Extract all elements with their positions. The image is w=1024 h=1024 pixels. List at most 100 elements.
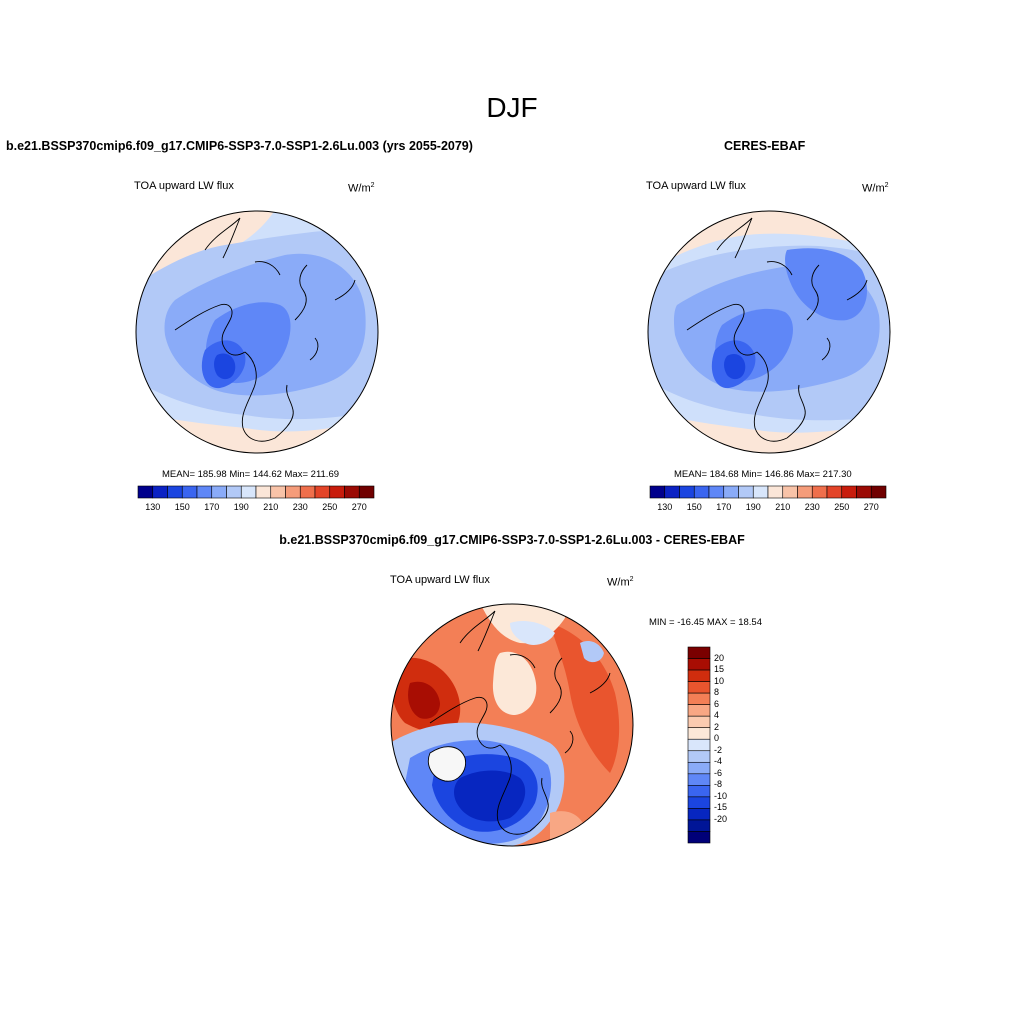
diff-colorbar-box xyxy=(687,738,711,752)
model-colorbar-box xyxy=(181,485,198,499)
obs-colorbar-tick-label: 150 xyxy=(686,502,702,512)
diff-stats: MIN = -16.45 MAX = 18.54 xyxy=(649,617,763,628)
diff-units-label: W/m2 xyxy=(607,576,634,589)
diff-colorbar-tick-label: -15 xyxy=(714,802,728,813)
diff-colorbar-box xyxy=(687,681,711,694)
diff-colorbar-ticks: 20 15 10 8 6 4 2 0 -2 -4 -6 -8 -10 -15 -20 xyxy=(714,647,754,843)
obs-colorbar-tick-label: 170 xyxy=(716,502,732,512)
model-colorbar-tick-label: 150 xyxy=(174,502,190,512)
obs-variable-label: TOA upward LW flux xyxy=(646,180,746,192)
diff-colorbar-box xyxy=(687,785,711,798)
diff-colorbar-box xyxy=(687,773,711,786)
model-panel-title: b.e21.BSSP370cmip6.f09_g17.CMIP6-SSP3-7.… xyxy=(6,139,473,153)
diff-colorbar-tick-label: 4 xyxy=(714,710,720,721)
obs-colorbar-tick-label: 250 xyxy=(834,502,850,512)
obs-colorbar-tick-label: 230 xyxy=(804,502,820,512)
model-colorbar-box xyxy=(196,485,213,499)
obs-colorbar-box xyxy=(708,485,725,499)
diff-colorbar-tick-label: 2 xyxy=(714,721,720,732)
diff-colorbar-box xyxy=(687,727,711,740)
obs-colorbar-box xyxy=(664,485,680,499)
model-colorbar-box xyxy=(344,485,360,499)
diff-colorbar-tick-label: 20 xyxy=(714,652,725,663)
diff-colorbar-box xyxy=(687,808,711,821)
diff-variable-label: TOA upward LW flux xyxy=(390,574,490,586)
obs-colorbar-box xyxy=(841,485,857,499)
diff-colorbar-box xyxy=(687,819,711,832)
diff-colorbar-box xyxy=(687,692,711,705)
diff-colorbar-box xyxy=(687,831,711,844)
model-colorbar-box xyxy=(299,485,316,499)
model-variable-label: TOA upward LW flux xyxy=(134,180,234,192)
figure-title: DJF xyxy=(486,92,538,123)
model-colorbar-tick-label: 190 xyxy=(233,502,249,512)
model-colorbar-box xyxy=(226,485,242,499)
obs-colorbar-box xyxy=(752,485,769,499)
obs-colorbar-box xyxy=(826,485,843,499)
diff-colorbar-tick-label: -10 xyxy=(714,790,728,801)
model-units-label: W/m2 xyxy=(348,182,375,195)
model-colorbar-box xyxy=(137,485,154,499)
diff-colorbar-tick-label: -4 xyxy=(714,756,723,767)
diff-colorbar xyxy=(687,646,711,844)
model-colorbar-box xyxy=(358,485,375,499)
model-colorbar-box xyxy=(285,485,301,499)
diff-panel-title: b.e21.BSSP370cmip6.f09_g17.CMIP6-SSP3-7.… xyxy=(279,533,745,547)
diff-colorbar-box xyxy=(687,715,711,729)
obs-colorbar-box xyxy=(693,485,710,499)
model-colorbar-tick-label: 230 xyxy=(292,502,308,512)
model-colorbar-tick-label: 130 xyxy=(145,502,161,512)
model-colorbar-box xyxy=(152,485,168,499)
diff-colorbar-tick-label: 15 xyxy=(714,664,725,675)
obs-colorbar-box xyxy=(870,485,887,499)
model-colorbar-box xyxy=(255,485,272,499)
diff-colorbar-tick-label: 10 xyxy=(714,675,725,686)
obs-stats: MEAN= 184.68 Min= 146.86 Max= 217.30 xyxy=(674,469,852,480)
obs-colorbar-tick-label: 190 xyxy=(745,502,761,512)
obs-panel-title: CERES-EBAF xyxy=(724,139,806,153)
model-colorbar xyxy=(137,485,375,499)
diff-colorbar-box xyxy=(687,669,711,682)
diff-colorbar-tick-label: 0 xyxy=(714,733,720,744)
obs-colorbar-box xyxy=(723,485,739,499)
model-colorbar-box xyxy=(314,485,331,499)
model-colorbar-ticks: 130 150 170 190 210 230 250 270 xyxy=(138,502,374,516)
obs-colorbar-box xyxy=(856,485,872,499)
model-colorbar-tick-label: 270 xyxy=(351,502,367,512)
diff-polar-map xyxy=(390,603,634,847)
obs-colorbar-tick-label: 130 xyxy=(657,502,673,512)
obs-colorbar-tick-label: 270 xyxy=(863,502,879,512)
obs-colorbar-box xyxy=(679,485,695,499)
obs-colorbar-ticks: 130 150 170 190 210 230 250 270 xyxy=(650,502,886,516)
diff-colorbar-box xyxy=(687,796,711,809)
diff-colorbar-box xyxy=(687,704,711,717)
obs-units-label: W/m2 xyxy=(862,182,889,195)
obs-colorbar-tick-label: 210 xyxy=(775,502,791,512)
diff-colorbar-box xyxy=(687,750,711,763)
model-stats: MEAN= 185.98 Min= 144.62 Max= 211.69 xyxy=(162,469,340,480)
diff-colorbar-box xyxy=(687,761,711,775)
diff-colorbar-tick-label: -20 xyxy=(714,813,728,824)
model-polar-map xyxy=(135,210,379,454)
model-colorbar-tick-label: 170 xyxy=(204,502,220,512)
obs-colorbar-box xyxy=(782,485,798,499)
obs-colorbar-box xyxy=(797,485,813,499)
obs-colorbar-box xyxy=(767,485,784,499)
diff-colorbar-tick-label: 8 xyxy=(714,687,720,698)
model-colorbar-box xyxy=(270,485,286,499)
obs-polar-map xyxy=(647,210,891,454)
diff-colorbar-tick-label: -6 xyxy=(714,767,723,778)
diff-colorbar-box xyxy=(687,646,711,659)
diff-colorbar-tick-label: -8 xyxy=(714,779,723,790)
model-colorbar-box xyxy=(329,485,345,499)
model-colorbar-box xyxy=(167,485,183,499)
model-colorbar-box xyxy=(240,485,257,499)
diff-colorbar-tick-label: -2 xyxy=(714,744,723,755)
obs-colorbar-box xyxy=(811,485,828,499)
obs-colorbar-box xyxy=(649,485,666,499)
model-colorbar-tick-label: 210 xyxy=(263,502,279,512)
diff-colorbar-tick-label: 6 xyxy=(714,698,720,709)
diff-colorbar-box xyxy=(687,658,711,671)
model-colorbar-tick-label: 250 xyxy=(322,502,338,512)
obs-colorbar xyxy=(649,485,887,499)
